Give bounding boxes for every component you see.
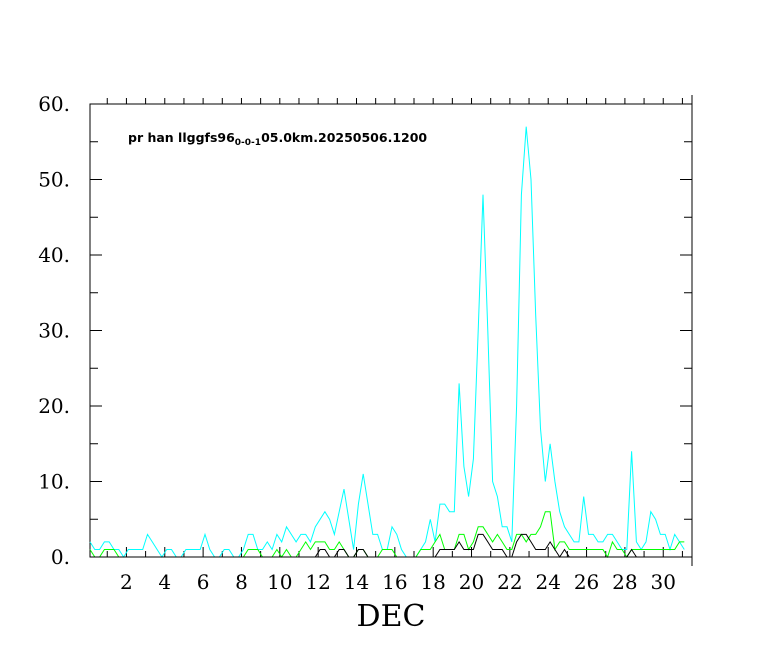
y-tick-label: 0. xyxy=(51,545,70,569)
x-tick-label: 12 xyxy=(305,570,330,594)
series-line-cyan xyxy=(89,126,685,558)
x-tick-label: 24 xyxy=(535,570,560,594)
x-tick-label: 6 xyxy=(197,570,210,594)
x-tick-label: 4 xyxy=(158,570,171,594)
x-tick-label: 10 xyxy=(267,570,292,594)
x-tick-labels: 2 4 6 8 10 12 14 16 18 20 22 24 26 28 30 xyxy=(120,570,676,594)
x-tick-label: 22 xyxy=(497,570,522,594)
title-main: pr han llggfs96 xyxy=(128,130,235,145)
x-tick-label: 18 xyxy=(420,570,445,594)
y-tick-labels: 0. 10. 20. 30. 40. 50. 60. xyxy=(38,92,70,569)
x-tick-label: 8 xyxy=(235,570,248,594)
series-line-black xyxy=(90,533,685,558)
title-subscript: 0-0-1 xyxy=(235,138,261,148)
y-tick-label: 10. xyxy=(38,470,70,494)
y-tick-label: 30. xyxy=(38,319,70,343)
x-tick-label: 16 xyxy=(382,570,407,594)
title-suffix: 05.0km.20250506.1200 xyxy=(261,130,427,145)
plot-frame xyxy=(89,103,693,558)
x-tick-label: 14 xyxy=(344,570,369,594)
axis-ticks xyxy=(90,98,692,558)
x-axis-label: DEC xyxy=(357,599,426,634)
y-tick-label: 50. xyxy=(38,168,70,192)
y-tick-label: 40. xyxy=(38,243,70,267)
y-tick-label: 60. xyxy=(38,92,70,116)
x-tick-label: 28 xyxy=(612,570,637,594)
chart-title: pr han llggfs960-0-105.0km.20250506.1200 xyxy=(128,130,427,148)
x-tick-label: 20 xyxy=(459,570,484,594)
x-tick-label: 30 xyxy=(651,570,676,594)
series-line-green xyxy=(89,511,685,559)
data-series xyxy=(89,126,685,559)
y-tick-label: 20. xyxy=(38,394,70,418)
x-tick-label: 2 xyxy=(120,570,133,594)
x-tick-label: 26 xyxy=(574,570,599,594)
